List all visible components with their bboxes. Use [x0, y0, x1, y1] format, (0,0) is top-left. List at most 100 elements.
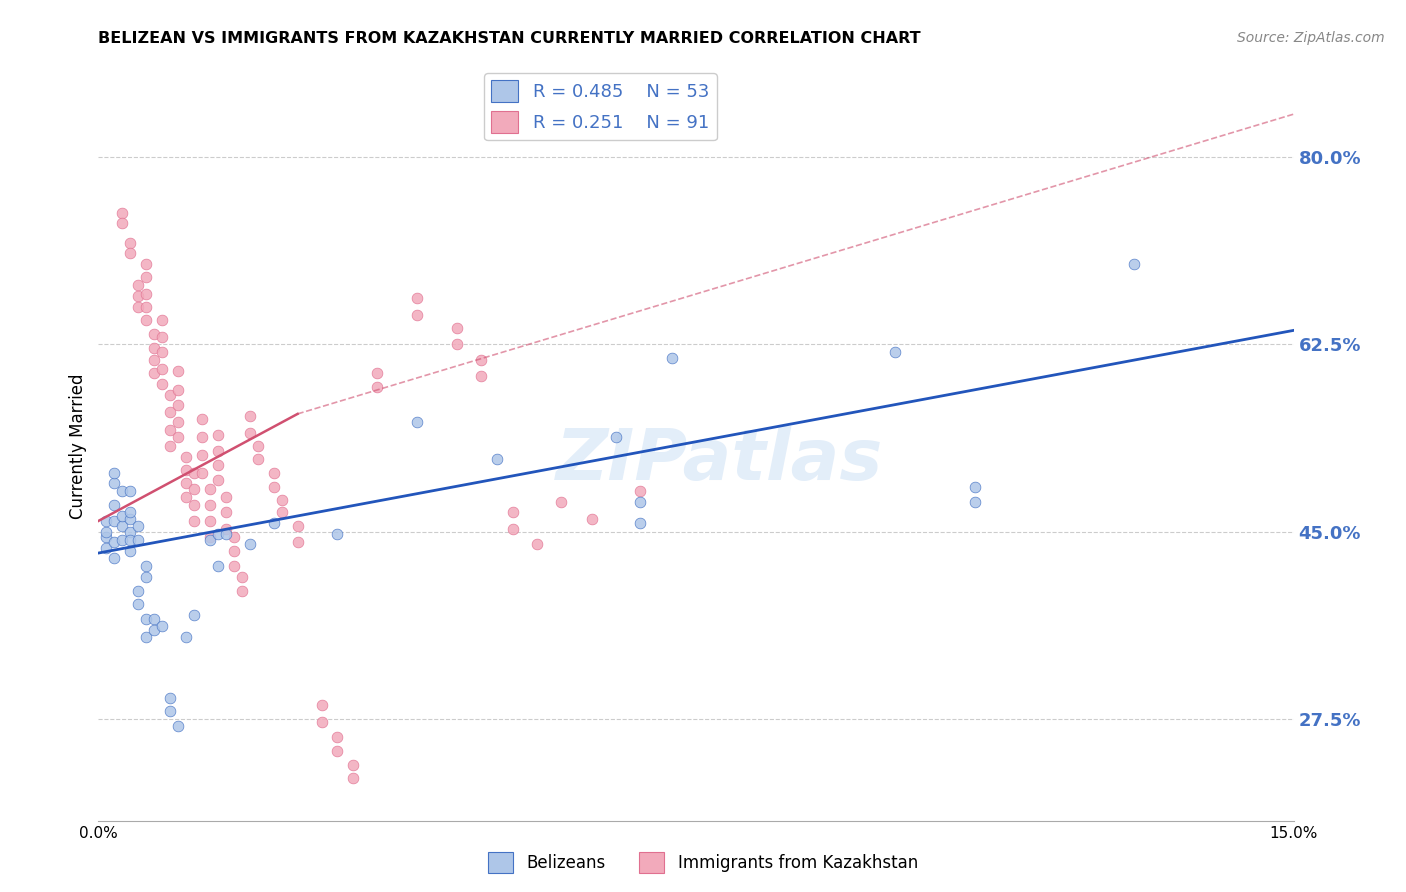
- Point: [150, 312, 173, 326]
- Point: [127, 289, 149, 303]
- Point: [446, 321, 468, 335]
- Point: [120, 524, 142, 539]
- Point: [581, 512, 603, 526]
- Point: [215, 523, 238, 537]
- Point: [150, 344, 173, 359]
- Point: [485, 451, 508, 466]
- Point: [167, 364, 190, 378]
- Point: [120, 483, 142, 498]
- Point: [120, 544, 142, 558]
- Point: [103, 466, 125, 480]
- Point: [884, 344, 907, 359]
- Point: [183, 608, 205, 623]
- Point: [215, 491, 238, 505]
- Point: [103, 476, 125, 491]
- Point: [159, 387, 181, 401]
- Text: Source: ZipAtlas.com: Source: ZipAtlas.com: [1237, 31, 1385, 45]
- Point: [406, 291, 429, 305]
- Point: [326, 526, 349, 541]
- Point: [191, 430, 214, 444]
- Point: [96, 514, 118, 528]
- Point: [135, 630, 157, 644]
- Point: [963, 480, 986, 494]
- Point: [207, 444, 229, 458]
- Point: [191, 466, 214, 480]
- Point: [207, 473, 229, 487]
- Point: [628, 483, 651, 498]
- Point: [111, 508, 134, 523]
- Point: [103, 551, 125, 566]
- Legend: Belizeans, Immigrants from Kazakhstan: Belizeans, Immigrants from Kazakhstan: [482, 846, 924, 880]
- Point: [111, 519, 134, 533]
- Point: [446, 337, 468, 351]
- Point: [167, 384, 190, 398]
- Point: [207, 458, 229, 473]
- Point: [198, 533, 221, 548]
- Point: [103, 514, 125, 528]
- Point: [470, 369, 492, 384]
- Point: [246, 451, 269, 466]
- Point: [103, 498, 125, 512]
- Point: [406, 309, 429, 323]
- Point: [366, 380, 388, 394]
- Point: [326, 744, 349, 758]
- Point: [150, 619, 173, 633]
- Point: [222, 530, 245, 544]
- Point: [1123, 257, 1146, 271]
- Point: [239, 537, 262, 551]
- Point: [326, 730, 349, 744]
- Point: [628, 516, 651, 530]
- Point: [167, 430, 190, 444]
- Point: [287, 519, 309, 533]
- Point: [127, 519, 149, 533]
- Point: [191, 448, 214, 462]
- Point: [111, 483, 134, 498]
- Point: [198, 482, 221, 496]
- Point: [143, 366, 166, 380]
- Point: [183, 514, 205, 528]
- Point: [127, 583, 149, 598]
- Point: [222, 558, 245, 573]
- Point: [222, 544, 245, 558]
- Point: [159, 705, 181, 719]
- Point: [150, 362, 173, 376]
- Point: [628, 494, 651, 508]
- Point: [963, 494, 986, 508]
- Point: [231, 569, 253, 583]
- Point: [550, 494, 572, 508]
- Point: [198, 498, 221, 512]
- Point: [143, 612, 166, 626]
- Point: [135, 287, 157, 301]
- Point: [120, 512, 142, 526]
- Point: [191, 412, 214, 426]
- Point: [150, 330, 173, 344]
- Legend: R = 0.485    N = 53, R = 0.251    N = 91: R = 0.485 N = 53, R = 0.251 N = 91: [484, 73, 717, 140]
- Point: [159, 690, 181, 705]
- Point: [526, 537, 548, 551]
- Point: [103, 535, 125, 549]
- Point: [183, 498, 205, 512]
- Point: [96, 541, 118, 555]
- Point: [263, 480, 285, 494]
- Point: [174, 476, 197, 491]
- Point: [135, 257, 157, 271]
- Point: [120, 246, 142, 260]
- Point: [127, 533, 149, 548]
- Point: [174, 450, 197, 464]
- Point: [143, 341, 166, 355]
- Point: [143, 326, 166, 341]
- Point: [215, 505, 238, 519]
- Point: [661, 351, 683, 366]
- Point: [366, 366, 388, 380]
- Point: [127, 278, 149, 293]
- Text: BELIZEAN VS IMMIGRANTS FROM KAZAKHSTAN CURRENTLY MARRIED CORRELATION CHART: BELIZEAN VS IMMIGRANTS FROM KAZAKHSTAN C…: [98, 31, 921, 46]
- Point: [96, 524, 118, 539]
- Point: [270, 492, 292, 507]
- Point: [198, 514, 221, 528]
- Point: [120, 235, 142, 250]
- Point: [174, 491, 197, 505]
- Point: [159, 405, 181, 419]
- Point: [239, 426, 262, 441]
- Point: [311, 698, 333, 712]
- Point: [174, 462, 197, 476]
